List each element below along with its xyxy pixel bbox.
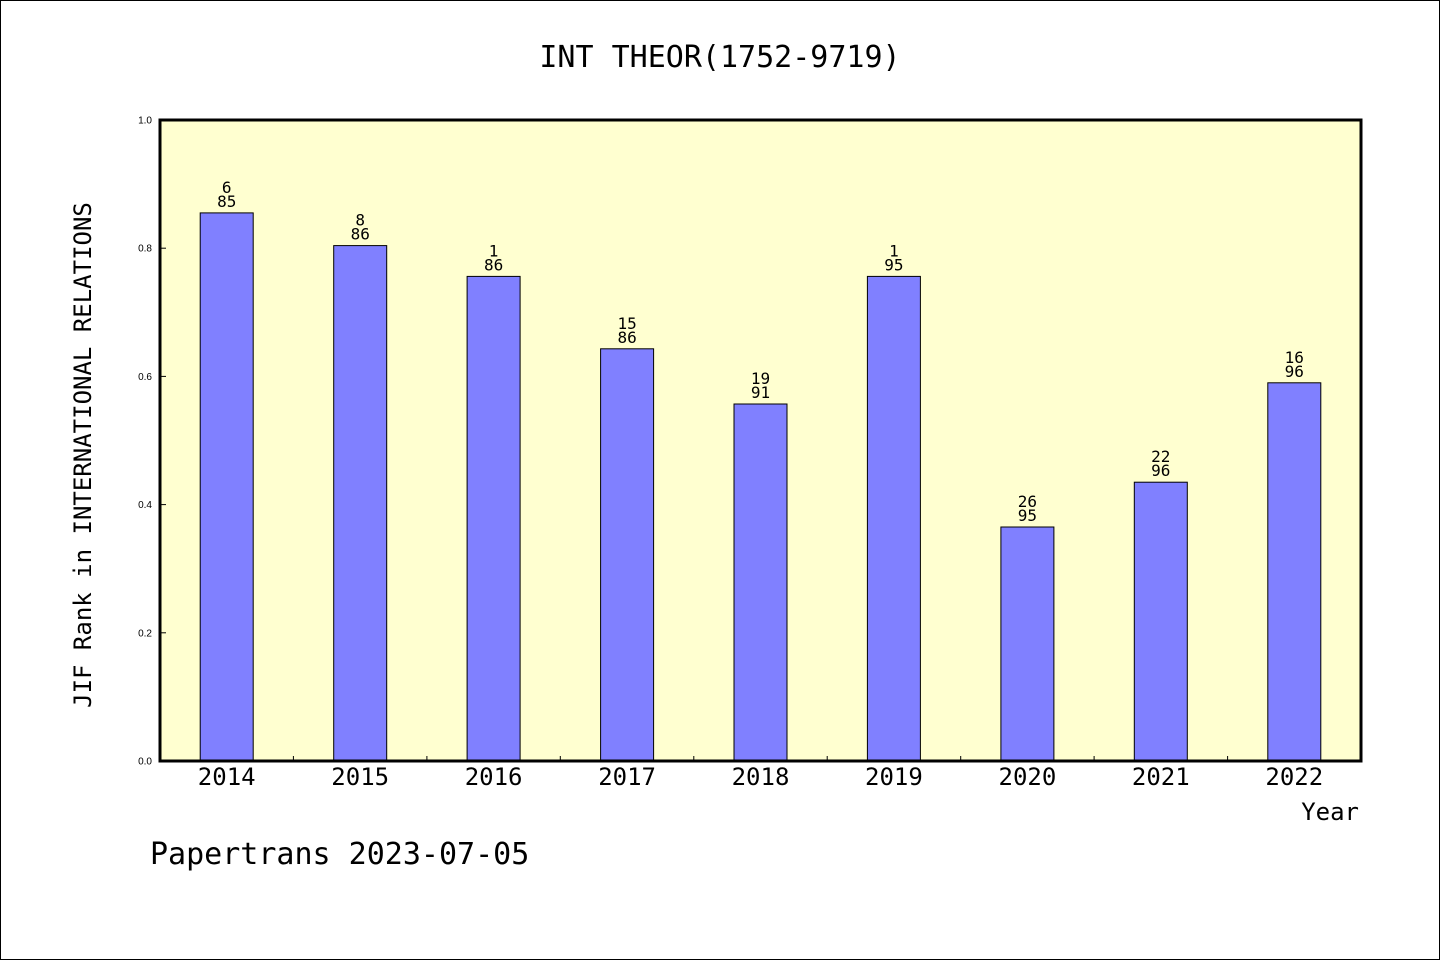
bar-2016 bbox=[466, 275, 521, 762]
x-tick-label: 2018 bbox=[732, 763, 790, 791]
bar-label-rank: 1 bbox=[889, 241, 899, 260]
y-tick-label: 0.0 bbox=[138, 757, 152, 768]
x-axis-label: Year bbox=[1301, 798, 1359, 826]
x-tick-label: 2014 bbox=[198, 763, 256, 791]
chart-title: INT THEOR(1752-9719) bbox=[539, 40, 900, 75]
x-tick-label: 2020 bbox=[999, 763, 1057, 791]
bar-label-total: 86 bbox=[484, 255, 503, 274]
y-tick-label: 0.4 bbox=[138, 500, 152, 511]
y-tick-label: 0.6 bbox=[138, 372, 152, 383]
y-tick-label: 0.2 bbox=[138, 628, 152, 639]
bar-label-rank: 16 bbox=[1285, 348, 1304, 367]
bar-2022 bbox=[1267, 382, 1322, 762]
x-tick-label: 2015 bbox=[331, 763, 389, 791]
bar-2017 bbox=[600, 348, 655, 762]
bar-2021 bbox=[1133, 481, 1188, 762]
bar-label-total: 85 bbox=[217, 192, 236, 211]
bars-group bbox=[199, 212, 1322, 762]
x-tick-label: 2019 bbox=[865, 763, 923, 791]
bar-label-total: 91 bbox=[751, 383, 770, 402]
x-tick-label: 2022 bbox=[1265, 763, 1323, 791]
x-axis-ticks: 2014 2015 2016 2017 2018 2019 2020 2021 2022 bbox=[198, 756, 1323, 791]
bar-label-rank: 8 bbox=[355, 211, 365, 230]
bar-label-rank: 22 bbox=[1151, 447, 1170, 466]
y-tick-label: 0.8 bbox=[138, 244, 152, 255]
bar-label-rank: 15 bbox=[617, 314, 636, 333]
bar-2020 bbox=[1000, 526, 1055, 762]
footer-credit: Papertrans 2023-07-05 bbox=[150, 837, 529, 872]
bar-label-total: 96 bbox=[1285, 362, 1304, 381]
bar-2014 bbox=[199, 212, 254, 762]
bar-label-rank: 1 bbox=[489, 241, 499, 260]
bar-label-rank: 26 bbox=[1018, 492, 1037, 511]
bar-label-total: 95 bbox=[1018, 506, 1037, 525]
x-tick-label: 2016 bbox=[465, 763, 523, 791]
bar-label-total: 86 bbox=[617, 328, 636, 347]
bar-2019 bbox=[866, 275, 921, 762]
bar-label-total: 86 bbox=[351, 225, 370, 244]
y-axis-label: JIF Rank in INTERNATIONAL RELATIONS bbox=[69, 202, 97, 708]
x-tick-label: 2021 bbox=[1132, 763, 1190, 791]
y-tick-label: 1.0 bbox=[138, 116, 152, 127]
bar-label-rank: 6 bbox=[222, 178, 232, 197]
bar-label-rank: 19 bbox=[751, 369, 770, 388]
bar-2015 bbox=[333, 245, 388, 762]
x-tick-label: 2017 bbox=[598, 763, 656, 791]
bar-label-total: 96 bbox=[1151, 461, 1170, 480]
bar-label-total: 95 bbox=[884, 255, 903, 274]
bar-2018 bbox=[733, 403, 788, 762]
plot-border bbox=[158, 118, 1363, 763]
